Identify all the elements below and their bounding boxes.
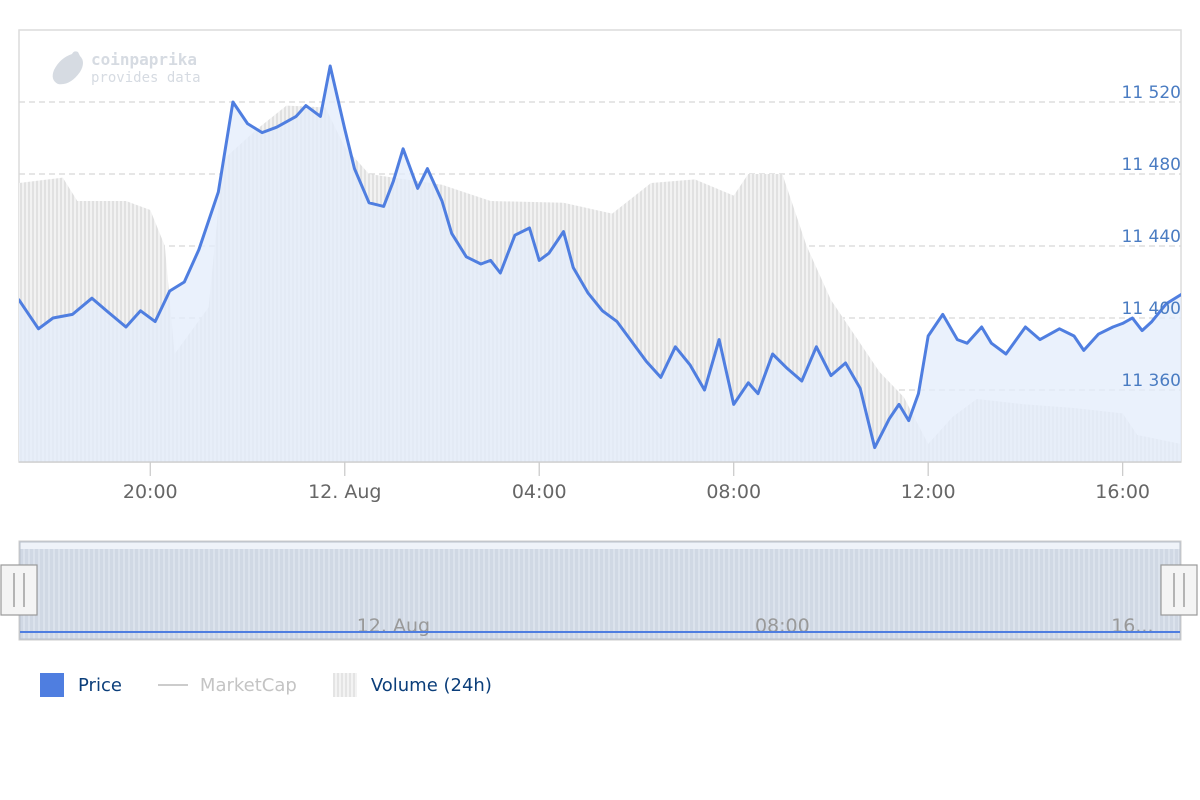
- y-tick-label: 11 400: [1122, 299, 1181, 319]
- price-swatch-icon: [40, 673, 64, 697]
- x-tick-label: 16:00: [1095, 481, 1150, 503]
- navigator-volume-series: [20, 549, 1180, 639]
- y-tick-label: 11 520: [1122, 83, 1181, 103]
- navigator-handle-right[interactable]: [1160, 564, 1198, 616]
- navigator-tick-label: 16...: [1111, 615, 1153, 637]
- legend-label-price: Price: [78, 674, 122, 696]
- x-tick-label: 08:00: [706, 481, 761, 503]
- price-area: [19, 66, 1181, 462]
- x-tick-label: 12:00: [901, 481, 956, 503]
- navigator[interactable]: 12. Aug 08:00 16...: [0, 540, 1198, 641]
- x-tick-label: 20:00: [123, 481, 178, 503]
- watermark-brand: coinpaprika: [91, 50, 197, 69]
- x-tick-label: 04:00: [512, 481, 567, 503]
- legend-item-price[interactable]: Price: [40, 673, 122, 697]
- y-axis-labels: 11 360 11 400 11 440 11 480 11 520: [1122, 83, 1181, 391]
- volume-swatch-icon: [332, 673, 357, 697]
- legend: Price MarketCap Volume (24h): [40, 668, 528, 702]
- y-tick-label: 11 360: [1122, 371, 1181, 391]
- y-tick-label: 11 440: [1122, 227, 1181, 247]
- price-line: [19, 64, 1181, 450]
- legend-item-volume[interactable]: Volume (24h): [332, 673, 492, 697]
- legend-label-volume: Volume (24h): [370, 674, 492, 696]
- x-tick-label: 12. Aug: [308, 481, 381, 503]
- chili-pepper-icon: [52, 51, 83, 85]
- navigator-tick-label: 12. Aug: [357, 615, 430, 637]
- marketcap-swatch-icon: [157, 684, 188, 686]
- navigator-selection[interactable]: [19, 541, 1181, 640]
- watermark: coinpaprika provides data: [52, 50, 201, 86]
- navigator-tick-label: 08:00: [755, 615, 810, 637]
- legend-label-marketcap: MarketCap: [199, 674, 297, 696]
- watermark-tagline: provides data: [91, 70, 201, 86]
- navigator-handle-left[interactable]: [0, 564, 38, 616]
- price-series: [19, 64, 1181, 462]
- x-axis: 20:00 12. Aug 04:00 08:00 12:00 16:00: [19, 461, 1181, 503]
- legend-item-marketcap[interactable]: MarketCap: [157, 674, 297, 696]
- y-tick-label: 11 480: [1122, 155, 1181, 175]
